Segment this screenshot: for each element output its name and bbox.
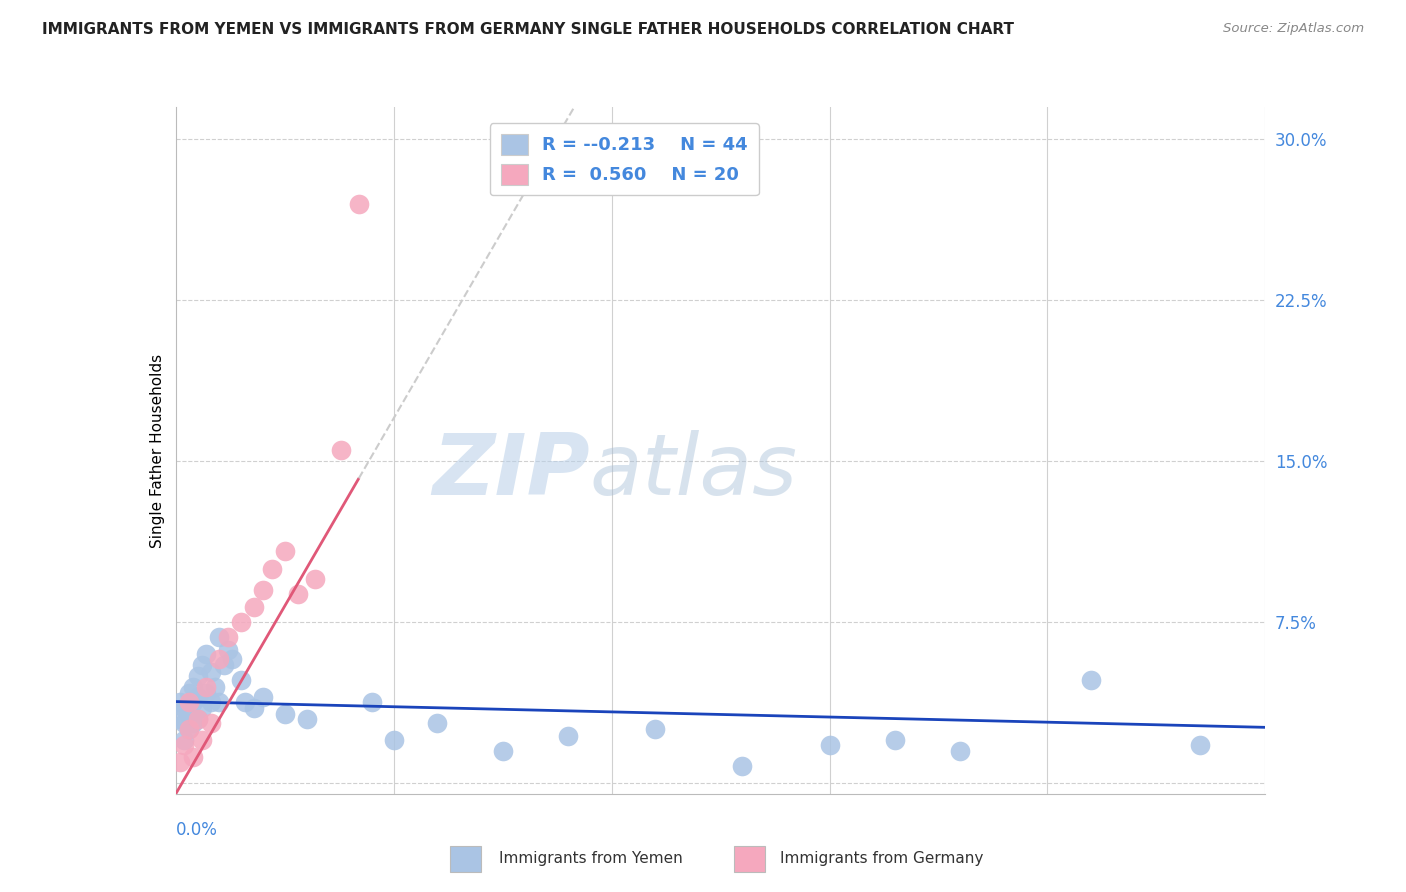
Point — [492, 744, 515, 758]
Point — [884, 733, 907, 747]
Point — [191, 658, 214, 673]
Point — [347, 196, 370, 211]
Point — [426, 716, 449, 731]
Point — [186, 712, 209, 726]
Point — [173, 733, 195, 747]
Text: Immigrants from Yemen: Immigrants from Yemen — [499, 851, 683, 865]
Y-axis label: Single Father Households: Single Father Households — [149, 353, 165, 548]
Text: ZIP: ZIP — [432, 430, 591, 513]
Point — [177, 695, 200, 709]
Text: 0.0%: 0.0% — [176, 822, 218, 839]
Text: IMMIGRANTS FROM YEMEN VS IMMIGRANTS FROM GERMANY SINGLE FATHER HOUSEHOLDS CORREL: IMMIGRANTS FROM YEMEN VS IMMIGRANTS FROM… — [42, 22, 1014, 37]
Point — [217, 643, 239, 657]
Point — [195, 680, 218, 694]
Point — [274, 707, 297, 722]
Point — [731, 759, 754, 773]
Point — [212, 658, 235, 673]
Text: atlas: atlas — [591, 430, 797, 513]
Point — [231, 615, 253, 630]
Point — [200, 716, 222, 731]
Text: Immigrants from Germany: Immigrants from Germany — [780, 851, 984, 865]
Point — [181, 716, 204, 731]
Point — [173, 701, 195, 715]
Point — [177, 686, 200, 700]
Point — [173, 738, 195, 752]
Point — [191, 733, 214, 747]
Point — [173, 716, 195, 731]
Point — [949, 744, 972, 758]
Point — [252, 690, 274, 705]
Point — [177, 723, 200, 737]
Point — [177, 723, 200, 737]
Point — [231, 673, 253, 687]
Point — [295, 712, 318, 726]
Point — [191, 701, 214, 715]
Legend: R = --0.213    N = 44, R =  0.560    N = 20: R = --0.213 N = 44, R = 0.560 N = 20 — [489, 123, 759, 195]
Point — [181, 680, 204, 694]
Point — [221, 651, 243, 665]
Text: Source: ZipAtlas.com: Source: ZipAtlas.com — [1223, 22, 1364, 36]
Point — [208, 695, 231, 709]
Point — [186, 690, 209, 705]
Point — [304, 572, 326, 586]
Point — [208, 630, 231, 644]
Point — [1189, 738, 1212, 752]
Point — [274, 544, 297, 558]
Point — [360, 695, 382, 709]
Point — [181, 750, 204, 764]
Point — [382, 733, 405, 747]
Point — [204, 680, 226, 694]
Point — [177, 707, 200, 722]
Point — [169, 712, 191, 726]
Point — [186, 669, 209, 683]
Point — [1080, 673, 1102, 687]
Point — [252, 582, 274, 597]
Point — [557, 729, 579, 743]
Point — [195, 648, 218, 662]
Point — [644, 723, 666, 737]
Point — [330, 443, 353, 458]
Point — [200, 695, 222, 709]
Point — [287, 587, 309, 601]
Point — [181, 695, 204, 709]
Point — [186, 712, 209, 726]
Point — [169, 695, 191, 709]
Point — [243, 600, 266, 615]
Point — [818, 738, 841, 752]
Point — [195, 686, 218, 700]
Point — [260, 561, 283, 575]
Point — [169, 755, 191, 769]
Point — [243, 701, 266, 715]
Point — [235, 695, 257, 709]
Point — [208, 651, 231, 665]
Point — [217, 630, 239, 644]
Point — [200, 665, 222, 679]
